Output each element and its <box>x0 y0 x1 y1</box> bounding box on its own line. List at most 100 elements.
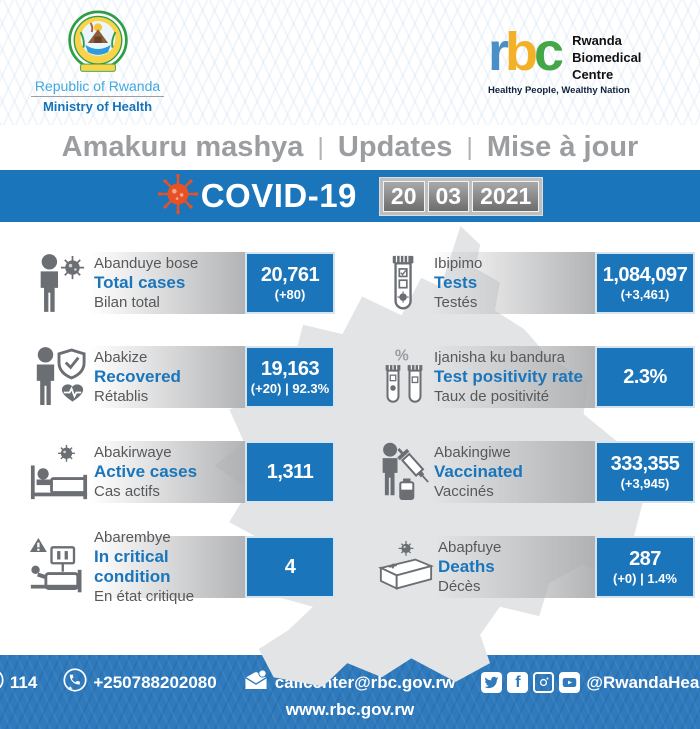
report-date: 20 03 2021 <box>378 176 544 216</box>
twitter-icon[interactable] <box>481 672 503 693</box>
stat-value: 2.3% <box>623 365 667 388</box>
stat-sub-value: (+3,461) <box>620 287 670 302</box>
date-year: 2021 <box>472 180 540 212</box>
label-french: Testés <box>434 294 478 311</box>
label-english: In critical condition <box>94 547 171 586</box>
stat-sub-value: (+3,945) <box>620 476 670 491</box>
stat-labels: Ijanisha ku bandura Test positivity rate… <box>430 346 595 408</box>
virus-icon <box>157 173 199 220</box>
hotline-long-number: +250788202080 <box>93 672 217 692</box>
stat-labels: Abarembye In critical condition En état … <box>90 529 245 605</box>
label-french: En état critique <box>94 588 195 605</box>
instagram-icon[interactable] <box>533 672 555 693</box>
rbc-tagline: Healthy People, Wealthy Nation <box>488 85 630 96</box>
stat-labels: Abakize Recovered Rétablis <box>90 346 245 408</box>
stat-sub-value: (+0) | 1.4% <box>613 571 677 586</box>
label-french: Bilan total <box>94 294 160 311</box>
label-kinyarwanda: Abarembye <box>94 529 171 546</box>
stat-labels: Ibipimo Tests Testés <box>430 252 595 314</box>
ministry-of-health-label: Ministry of Health <box>42 99 153 114</box>
label-french: Rétablis <box>94 388 149 405</box>
value-box: 2.3% <box>595 346 695 408</box>
rbc-name-line1: Rwanda <box>572 33 622 48</box>
separator: | <box>317 133 324 161</box>
stat-critical-condition: Abarembye In critical condition En état … <box>28 529 335 605</box>
label-english: Tests <box>434 273 478 292</box>
value-box: 1,311 <box>245 441 335 503</box>
label-english: Test positivity rate <box>434 367 583 386</box>
test-tubes-percent-icon: % <box>378 346 430 408</box>
rbc-logo: rbc Rwanda Biomedical Centre Healthy Peo… <box>488 25 698 96</box>
stat-tests: Ibipimo Tests Testés 1,084,097 (+3,461) <box>378 252 695 314</box>
value-box: 333,355 (+3,945) <box>595 441 695 503</box>
stat-value: 333,355 <box>610 453 680 475</box>
stat-value: 4 <box>284 555 296 578</box>
label-kinyarwanda: Ijanisha ku bandura <box>434 349 565 366</box>
icu-bed-warning-icon <box>28 536 90 598</box>
person-virus-icon <box>28 252 90 314</box>
coffin-virus-icon <box>378 540 434 594</box>
value-box: 1,084,097 (+3,461) <box>595 252 695 314</box>
stat-deaths: Abapfuye Deaths Décès 287 (+0) | 1.4% <box>378 536 695 598</box>
stat-labels: Abakirwaye Active cases Cas actifs <box>90 441 245 503</box>
label-french: Vaccinés <box>434 483 494 500</box>
stat-value: 1,084,097 <box>602 264 688 286</box>
label-french: Décès <box>438 578 481 595</box>
footer: 114 +250788202080 <box>0 655 700 729</box>
rbc-letter-r: r <box>488 22 509 82</box>
label-kinyarwanda: Abapfuye <box>438 539 502 556</box>
updates-kinyarwanda: Amakuru mashya <box>61 131 304 163</box>
republic-of-rwanda-label: Republic of Rwanda <box>34 78 161 94</box>
rbc-name-line2: Biomedical <box>572 50 642 65</box>
test-tube-icon <box>378 253 430 313</box>
divider <box>31 96 164 97</box>
updates-french: Mise à jour <box>486 131 639 163</box>
header: Republic of Rwanda Ministry of Health rb… <box>0 0 700 125</box>
value-box: 4 <box>245 536 335 598</box>
label-english: Total cases <box>94 273 186 292</box>
label-english: Recovered <box>94 367 181 386</box>
stat-test-positivity-rate: % Ijanisha ku bandura Test positivity ra… <box>378 346 695 408</box>
social-media[interactable]: f <box>481 672 700 693</box>
label-french: Cas actifs <box>94 483 160 500</box>
rbc-name-line3: Centre <box>572 67 614 82</box>
stat-value: 19,163 <box>260 358 320 380</box>
label-kinyarwanda: Ibipimo <box>434 255 483 272</box>
value-box: 20,761 (+80) <box>245 252 335 314</box>
svg-text:%: % <box>395 348 409 365</box>
hotline-short[interactable]: 114 <box>0 668 37 697</box>
facebook-icon[interactable]: f <box>507 672 529 693</box>
social-icons: f <box>481 672 581 693</box>
stat-value: 20,761 <box>260 264 320 286</box>
hospital-bed-virus-icon <box>28 443 90 501</box>
envelope-icon <box>243 669 269 696</box>
stat-labels: Abapfuye Deaths Décès <box>434 536 595 598</box>
covid-title-bar: COVID-19 20 03 2021 <box>0 170 700 222</box>
whatsapp-phone-icon <box>63 668 87 697</box>
stat-labels: Abanduye bose Total cases Bilan total <box>90 252 245 314</box>
label-english: Vaccinated <box>434 462 523 481</box>
website-link[interactable]: www.rbc.gov.rw <box>286 700 414 720</box>
value-box: 287 (+0) | 1.4% <box>595 536 695 598</box>
stat-total-cases: Abanduye bose Total cases Bilan total 20… <box>28 252 335 314</box>
label-french: Taux de positivité <box>434 388 550 405</box>
stat-sub-value: (+80) <box>274 287 306 302</box>
rbc-letter-b: b <box>505 22 538 82</box>
label-english: Deaths <box>438 557 495 576</box>
stat-sub-value: (+20) | 92.3% <box>250 381 330 396</box>
youtube-icon[interactable] <box>559 672 581 693</box>
rbc-full-name: Rwanda Biomedical Centre <box>572 32 641 83</box>
rwanda-coat-of-arms-icon <box>25 10 170 76</box>
covid-19-title: COVID-19 <box>200 177 357 214</box>
person-syringe-icon <box>378 441 430 503</box>
facebook-glyph: f <box>515 673 521 691</box>
rbc-letter-c: c <box>534 22 564 82</box>
rbc-wordmark: rbc <box>488 25 564 79</box>
date-day: 20 <box>382 180 425 212</box>
stat-labels: Abakingiwe Vaccinated Vaccinés <box>430 441 595 503</box>
hotline-long[interactable]: +250788202080 <box>63 668 217 697</box>
stat-recovered: Abakize Recovered Rétablis 19,163 (+20) … <box>28 346 335 408</box>
stat-value: 287 <box>629 548 661 570</box>
date-month: 03 <box>427 180 470 212</box>
